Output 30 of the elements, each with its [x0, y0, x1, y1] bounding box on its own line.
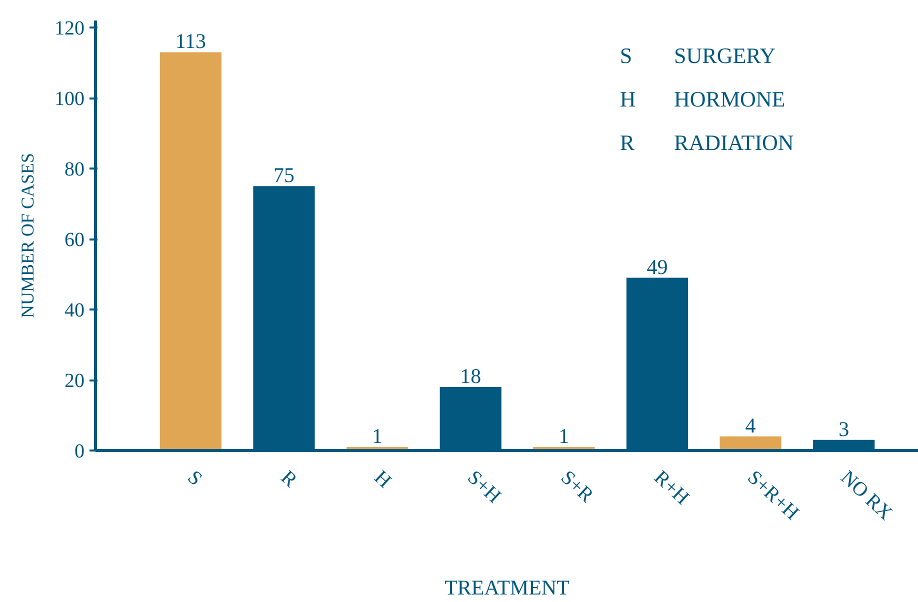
y-tick-label: 20	[64, 370, 84, 392]
x-tick-label: S	[183, 466, 206, 490]
annotation: R	[620, 130, 635, 155]
data-label: 3	[838, 416, 850, 441]
x-tick-label: NO RX	[836, 466, 897, 525]
y-tick-label: 0	[74, 440, 84, 462]
data-label: 1	[558, 424, 570, 448]
annotation: SURGERY	[674, 43, 776, 68]
data-label: 18	[460, 364, 482, 388]
data-label: 49	[646, 254, 668, 279]
y-tick-label: 80	[64, 158, 84, 181]
y-axis-title: NUMBER OF CASES	[18, 152, 38, 318]
bar	[160, 52, 222, 450]
data-label: 75	[273, 163, 294, 188]
annotation: RADIATION	[674, 130, 794, 155]
x-tick-label: S+H	[463, 466, 506, 508]
x-tick-label: R	[276, 466, 302, 492]
x-tick-label: S+R	[556, 466, 598, 508]
data-label: 113	[175, 29, 206, 54]
x-axis-title: TREATMENT	[444, 576, 570, 600]
y-tick-label: 40	[64, 300, 84, 322]
y-tick-label: 100	[54, 88, 84, 110]
data-label: 4	[745, 413, 756, 438]
annotation: S	[620, 43, 632, 68]
annotation: HORMONE	[674, 86, 786, 112]
y-tick-label: 60	[64, 229, 84, 252]
x-tick-label: H	[370, 466, 396, 492]
annotation: H	[620, 86, 636, 112]
data-label: 1	[372, 424, 383, 448]
y-tick-label: 120	[54, 18, 84, 40]
